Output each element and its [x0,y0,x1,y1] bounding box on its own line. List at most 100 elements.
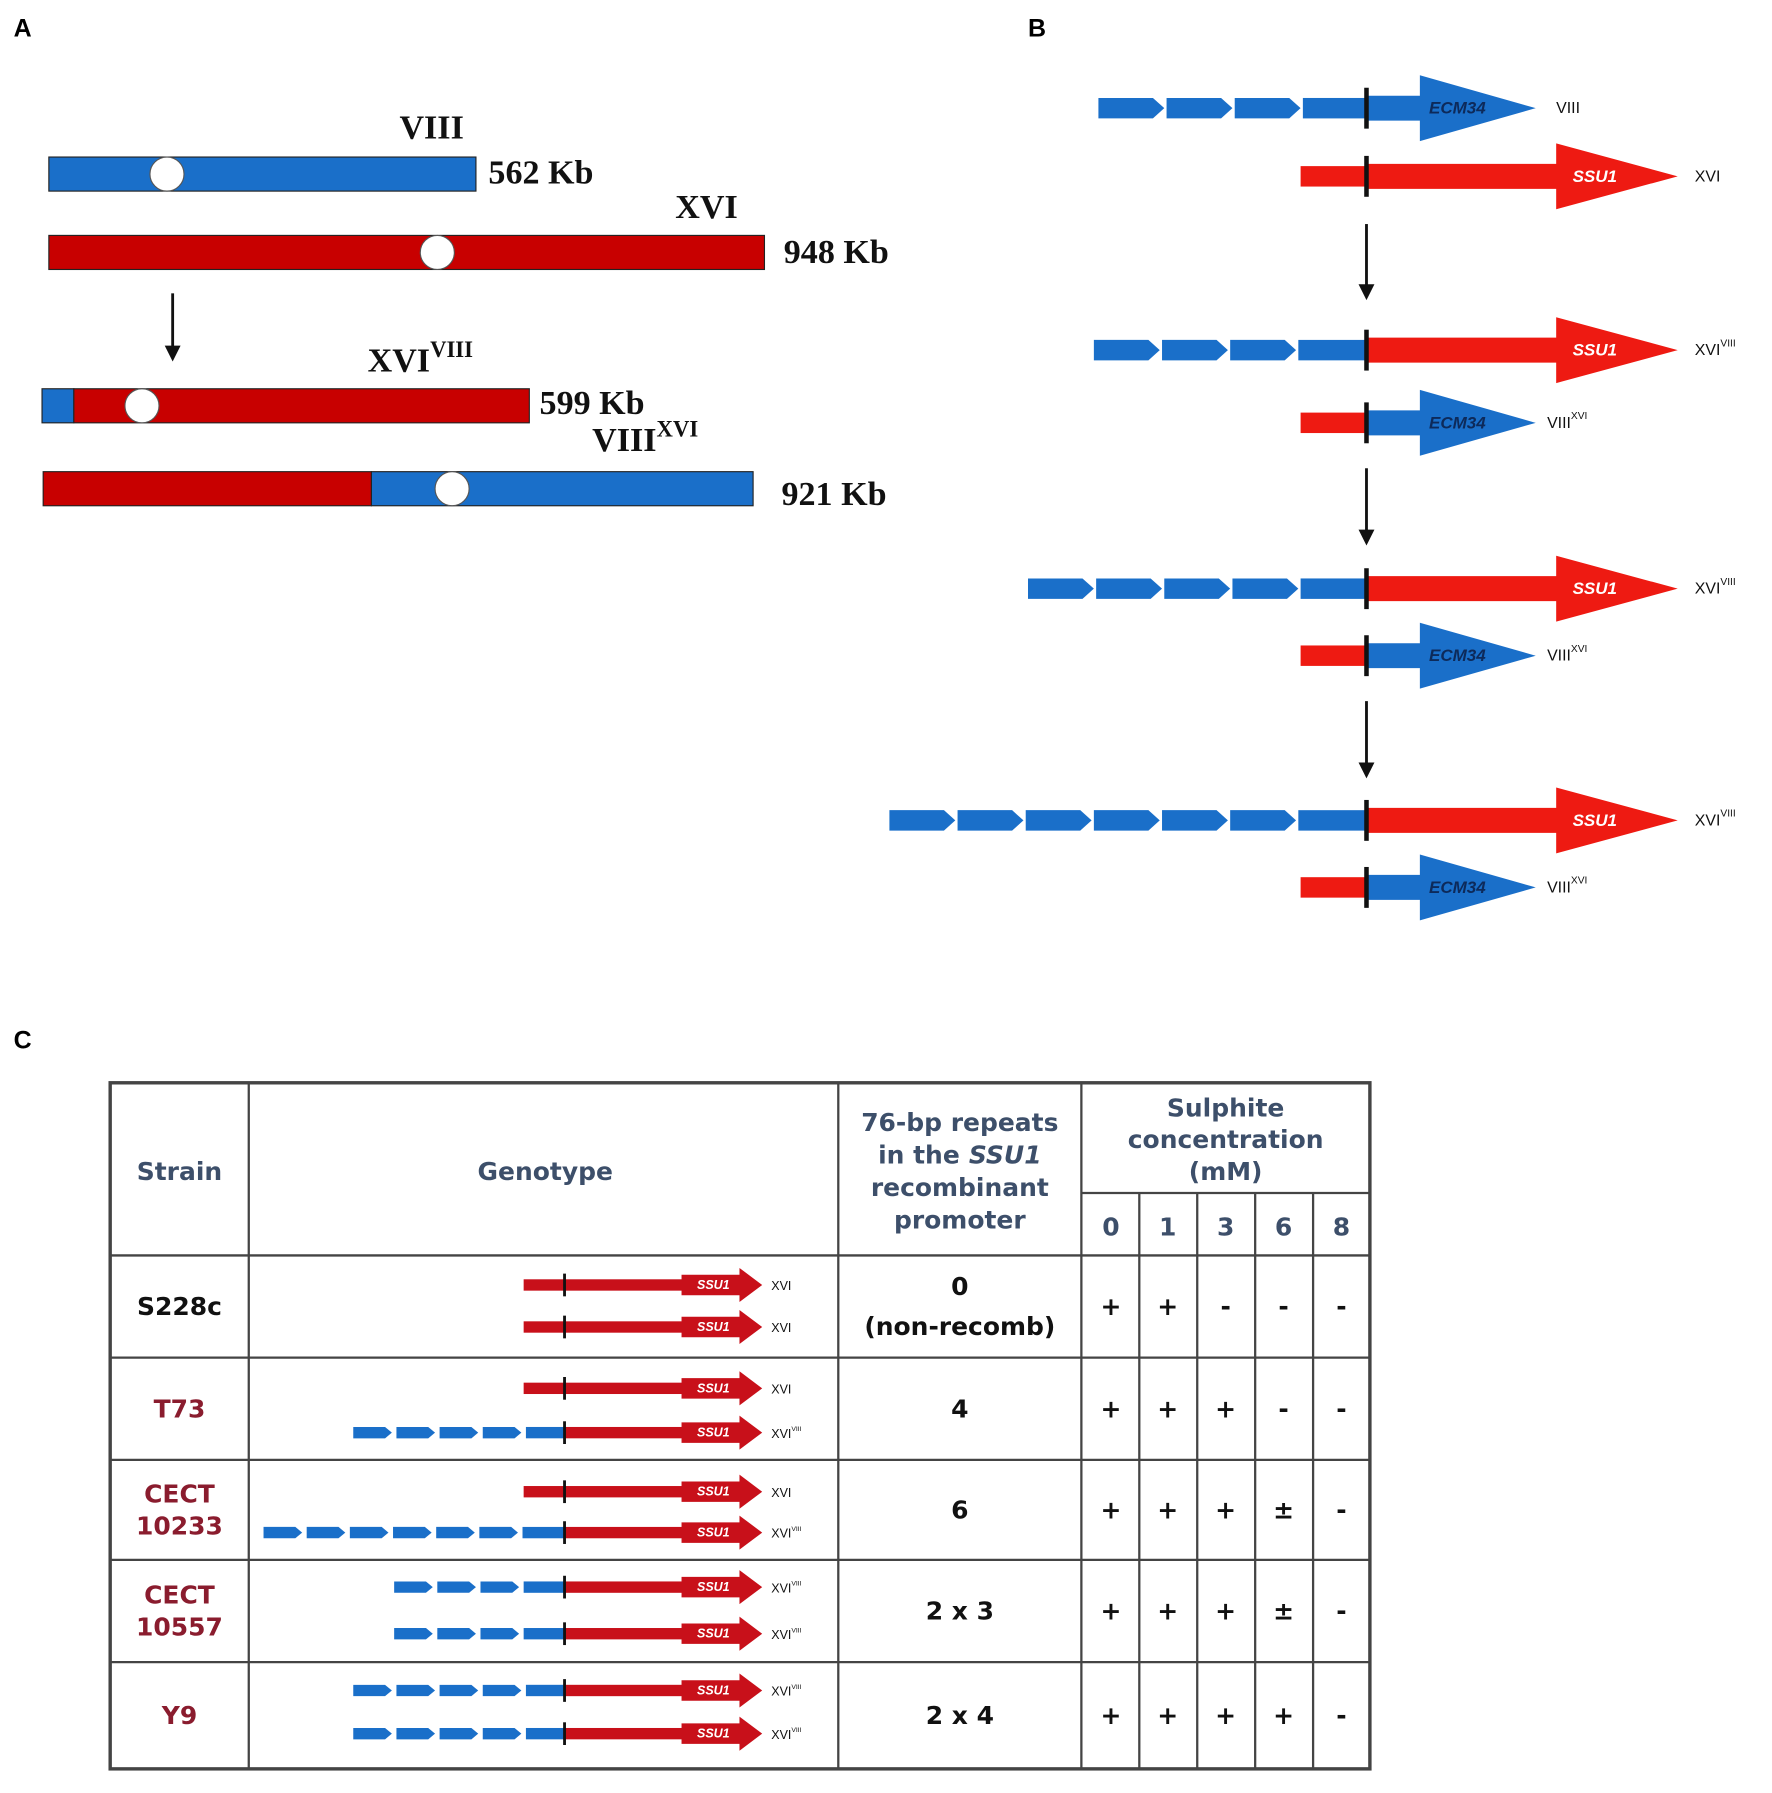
growth: + [1215,1394,1236,1423]
header: in the SSU1 [878,1140,1042,1169]
label-text: XVI [1695,812,1721,829]
gene-label: SSU1 [697,1526,730,1540]
gene-label: SSU1 [697,1278,730,1292]
repeat [479,1526,518,1539]
label: XVIVIII [1695,808,1736,829]
superscript: VIII [1720,808,1735,819]
gene-label: SSU1 [697,1627,730,1641]
label: XVIVIII [771,1426,801,1441]
repeat [263,1526,303,1539]
gene-ecm34 [1366,389,1536,456]
chromosome-bar [1298,810,1367,831]
chromosome-bar [564,1684,688,1697]
gene-ssu1 [681,1515,763,1550]
header: recombinant [871,1173,1049,1202]
repeat [306,1526,346,1539]
chromosome-bar [525,1426,565,1439]
label: VIII [399,109,463,146]
growth: + [1215,1701,1236,1730]
header: (mM) [1189,1157,1263,1186]
gene-label: SSU1 [697,1727,730,1741]
strain: CECT [144,1581,215,1610]
repeat [1093,810,1160,831]
repeat [396,1426,436,1439]
chromosome-bar [523,1581,565,1593]
chromosome-bar [1302,97,1367,119]
chromosome-bar [564,1486,688,1498]
chromosome-bar [522,1526,565,1539]
gene-label: SSU1 [697,1426,730,1440]
growth: + [1157,1701,1178,1730]
repeat [437,1581,476,1593]
label-text: XVI [1695,168,1721,185]
growth: ± [1273,1495,1294,1524]
repeat [436,1526,475,1539]
gene-ssu1 [1366,317,1678,384]
growth: + [1100,1495,1121,1524]
gene-label: SSU1 [1573,341,1617,360]
growth: + [1157,1596,1178,1625]
gene-ssu1 [681,1616,763,1651]
gene-ssu1 [1366,143,1678,210]
concentration: 3 [1217,1213,1234,1242]
label: XVI [771,1279,791,1293]
gene-ecm34 [1366,622,1536,689]
chromosome-bar [1300,412,1367,434]
chromosome-bar [1300,645,1367,666]
repeat [482,1684,522,1697]
chromosome-bar [564,1426,688,1439]
strain: T73 [154,1394,206,1423]
repeat [1025,810,1092,831]
label: XVI [771,1486,791,1500]
strain: CECT [144,1479,215,1508]
concentration: 6 [1275,1213,1292,1242]
chromosome-bar [525,1684,565,1697]
label: XVIVIII [1695,576,1736,597]
label-text: XVI [771,1321,791,1335]
label: XVI [1695,168,1721,185]
superscript: XVI [1571,875,1587,886]
repeat [1096,578,1163,599]
repeat [353,1727,392,1740]
header: Strain [137,1157,222,1186]
label-text: XVI [771,1382,791,1396]
centromere [419,234,455,271]
label: XVIVIII [368,336,474,378]
gene-ecm34 [1366,854,1536,921]
chromosome-bar [564,1581,688,1593]
centromere [149,156,185,192]
repeat [1166,97,1233,119]
arrow-head [164,345,181,362]
chromosome-size: 599 Kb [540,385,645,422]
gene-label: SSU1 [697,1485,730,1499]
gene-label: SSU1 [697,1683,730,1697]
strain: 10557 [136,1612,223,1641]
superscript: XVI [657,416,699,441]
gene-ecm34 [1366,75,1536,142]
chromosome-segment [48,156,477,192]
table-grid [108,1081,1372,1771]
centromere [434,471,470,507]
label: XVI [675,189,737,226]
gene-label: ECM34 [1429,99,1486,118]
repeat [439,1684,479,1697]
gene-ssu1 [681,1474,763,1509]
growth: + [1157,1292,1178,1321]
growth: + [1100,1701,1121,1730]
repeat [1232,578,1299,599]
repeats: 2 x 4 [926,1701,994,1730]
gene-ssu1 [681,1673,763,1708]
growth: - [1336,1596,1346,1625]
label-text: XVI [1695,342,1721,359]
label-text: VIII [399,109,463,146]
strain: Y9 [161,1701,197,1730]
gene-ssu1 [1366,555,1678,622]
growth: + [1100,1394,1121,1423]
chromosome-bar [564,1727,688,1740]
growth: + [1157,1495,1178,1524]
chromosome-bar [525,1727,565,1740]
header-gene: SSU1 [969,1140,1042,1169]
label-text: VIII [1556,100,1580,117]
